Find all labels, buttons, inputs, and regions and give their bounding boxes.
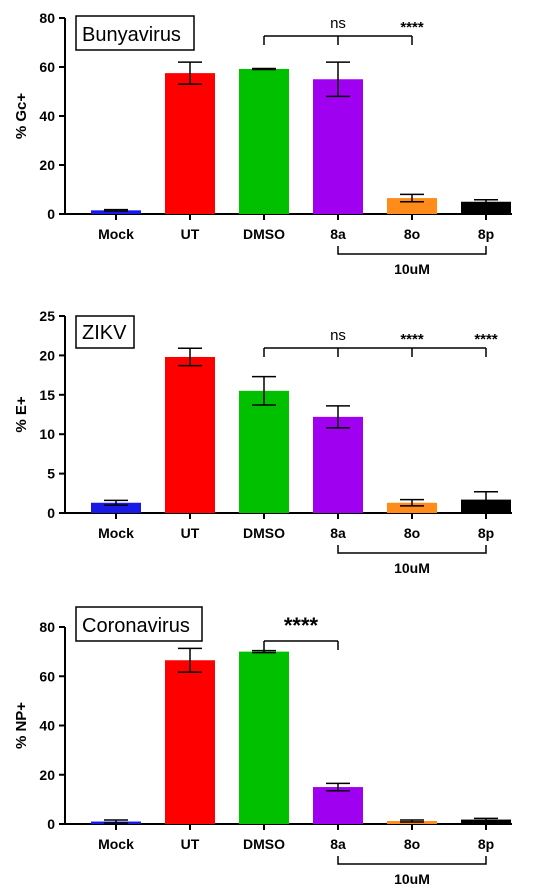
y-tick-label: 25	[39, 308, 55, 324]
y-tick-label: 80	[39, 619, 55, 635]
y-axis-label: % E+	[13, 396, 30, 433]
group-bracket	[337, 856, 487, 865]
bar-8o	[387, 198, 437, 214]
group-bracket-label: 10uM	[394, 871, 430, 887]
bar-mock	[91, 210, 141, 214]
panel-title-box	[75, 15, 195, 51]
x-tick-label: 8a	[330, 226, 346, 242]
bar-8p	[461, 819, 511, 824]
y-tick-label: 0	[47, 505, 55, 521]
y-tick-label: 10	[39, 426, 55, 442]
x-tick-label: 8a	[330, 525, 346, 541]
x-tick-label: Mock	[98, 525, 134, 541]
x-tick-label: UT	[181, 226, 200, 242]
significance-label: ****	[400, 19, 424, 36]
chart-panel-2: 0 5 10 15 20 25 % E+ Mock UT DMSO 8a 8o 8p 10uM ns ****…	[13, 308, 512, 576]
y-tick-label: 0	[47, 206, 55, 222]
x-tick-label: 8p	[478, 525, 494, 541]
bar-dmso	[239, 390, 289, 513]
y-axis-label: % NP+	[13, 702, 30, 749]
x-tick-label: DMSO	[243, 226, 285, 242]
significance-label: ****	[400, 331, 424, 348]
chart-panel-3: 0 20 40 60 80 % NP+ Mock UT DMSO 8a 8o 8p 10uM **** Co…	[13, 606, 512, 887]
bar-8p	[461, 201, 511, 214]
x-tick-label: 8o	[404, 226, 420, 242]
y-tick-label: 60	[39, 668, 55, 684]
x-tick-label: 8a	[330, 836, 346, 852]
x-tick-label: DMSO	[243, 836, 285, 852]
panel-title-box	[75, 315, 135, 349]
bar-mock	[91, 502, 141, 513]
bar-dmso	[239, 651, 289, 824]
x-tick-label: 8o	[404, 525, 420, 541]
bar-ut	[165, 73, 215, 214]
x-tick-label: UT	[181, 836, 200, 852]
panel-title: Bunyavirus	[82, 24, 181, 46]
x-tick-label: DMSO	[243, 525, 285, 541]
group-bracket	[337, 246, 487, 255]
significance-label: ns	[330, 15, 346, 32]
bar-dmso	[239, 68, 289, 215]
x-tick-label: Mock	[98, 226, 134, 242]
x-tick-label: UT	[181, 525, 200, 541]
y-tick-label: 40	[39, 108, 55, 124]
y-tick-label: 20	[39, 157, 55, 173]
bar-ut	[165, 356, 215, 513]
panel-title: ZIKV	[82, 322, 127, 344]
bar-8a	[313, 787, 363, 824]
bar-ut	[165, 660, 215, 824]
group-bracket	[337, 545, 487, 554]
panel-title-box	[75, 606, 203, 642]
bar-8a	[313, 416, 363, 513]
x-tick-label: 8p	[478, 226, 494, 242]
group-bracket-label: 10uM	[394, 261, 430, 277]
bar-8o	[387, 502, 437, 513]
x-tick-label: 8o	[404, 836, 420, 852]
significance-label: ns	[330, 327, 346, 344]
chart-panel-1: 0 20 40 60 80 % Gc+ Mock UT DMSO 8a 8o 8p 10uM ns ****…	[13, 10, 512, 277]
y-tick-label: 80	[39, 10, 55, 26]
y-tick-label: 20	[39, 347, 55, 363]
group-bracket-label: 10uM	[394, 560, 430, 576]
panel-title: Coronavirus	[82, 615, 190, 637]
x-tick-label: Mock	[98, 836, 134, 852]
y-tick-label: 0	[47, 816, 55, 832]
y-tick-label: 60	[39, 59, 55, 75]
y-tick-label: 5	[47, 466, 55, 482]
x-tick-label: 8p	[478, 836, 494, 852]
bar-8a	[313, 79, 363, 214]
significance-label: ****	[284, 613, 319, 638]
y-tick-label: 40	[39, 718, 55, 734]
y-tick-label: 20	[39, 767, 55, 783]
y-tick-label: 15	[39, 387, 55, 403]
significance-label: ****	[474, 331, 498, 348]
y-axis-label: % Gc+	[13, 93, 30, 140]
